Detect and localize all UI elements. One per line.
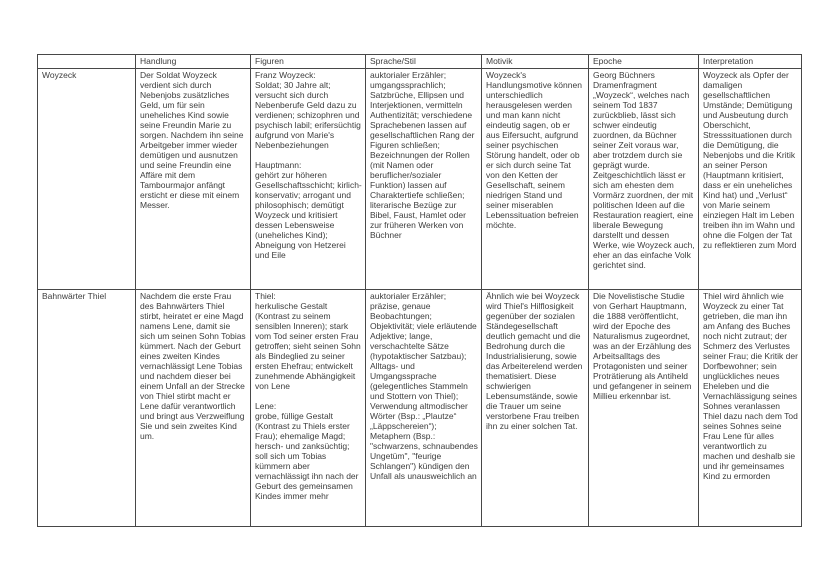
table-row-woyzeck: Woyzeck Der Soldat Woyzeck verdient sich… [37, 68, 802, 290]
cell-woyzeck-epoche: Georg Büchners Dramenfragment „Woyzeck“,… [588, 68, 699, 290]
cell-thiel-interpretation: Thiel wird ähnlich wie Woyzeck zu einer … [698, 289, 802, 527]
row-label-bahnwaerter-thiel: Bahnwärter Thiel [37, 289, 136, 527]
cell-woyzeck-figuren: Franz Woyzeck: Soldat; 30 Jahre alt; ver… [250, 68, 366, 290]
cell-thiel-motivik: Ähnlich wie bei Woyzeck wird Thiel's Hil… [481, 289, 589, 527]
cell-thiel-handlung: Nachdem die erste Frau des Bahnwärters T… [135, 289, 251, 527]
header-motivik: Motivik [481, 54, 589, 69]
cell-woyzeck-interpretation: Woyzeck als Opfer der damaligen gesellsc… [698, 68, 802, 290]
header-handlung: Handlung [135, 54, 251, 69]
cell-thiel-figuren: Thiel: herkulische Gestalt (Kontrast zu … [250, 289, 366, 527]
header-empty-cell [37, 54, 136, 69]
table-header-row: Handlung Figuren Sprache/Stil Motivik Ep… [37, 54, 802, 69]
cell-woyzeck-handlung: Der Soldat Woyzeck verdient sich durch N… [135, 68, 251, 290]
table-row-bahnwaerter-thiel: Bahnwärter Thiel Nachdem die erste Frau … [37, 289, 802, 527]
cell-thiel-epoche: Die Novelistische Studie von Gerhart Hau… [588, 289, 699, 527]
cell-woyzeck-motivik: Woyzeck's Handlungsmotive können untersc… [481, 68, 589, 290]
literature-comparison-table: Handlung Figuren Sprache/Stil Motivik Ep… [37, 54, 802, 527]
header-sprache-stil: Sprache/Stil [365, 54, 482, 69]
header-interpretation: Interpretation [698, 54, 802, 69]
header-epoche: Epoche [588, 54, 699, 69]
cell-woyzeck-sprache-stil: auktorialer Erzähler; umgangssprachlich;… [365, 68, 482, 290]
row-label-woyzeck: Woyzeck [37, 68, 136, 290]
cell-thiel-sprache-stil: auktorialer Erzähler; präzise, genaue Be… [365, 289, 482, 527]
header-figuren: Figuren [250, 54, 366, 69]
